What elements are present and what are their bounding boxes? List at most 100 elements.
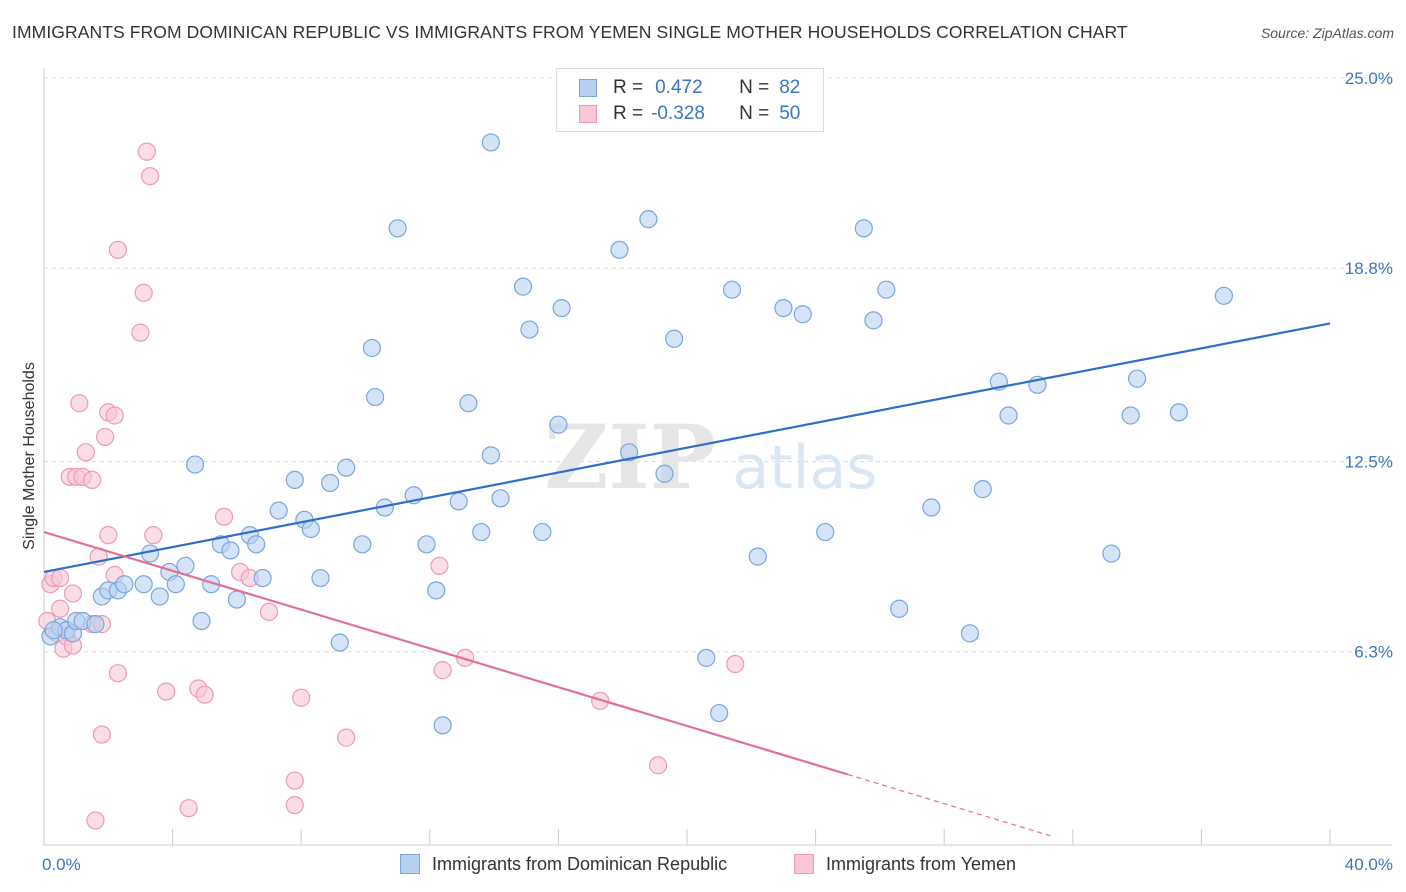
axes <box>43 68 1392 846</box>
y-tick-label: 25.0% <box>1345 69 1393 88</box>
yemen-point <box>285 771 304 790</box>
dominican-point <box>362 338 382 358</box>
chart-title: IMMIGRANTS FROM DOMINICAN REPUBLIC VS IM… <box>12 22 1128 42</box>
dominican-point <box>353 535 372 554</box>
dominican-point <box>427 581 446 600</box>
dominican-point <box>134 575 153 594</box>
dominican-point <box>388 219 407 238</box>
dominican-point <box>1102 544 1121 563</box>
yemen-point <box>179 799 198 818</box>
dominican-point <box>1121 406 1140 425</box>
dominican-point <box>999 406 1018 425</box>
y-tick-label: 12.5% <box>1345 453 1393 472</box>
dominican-point <box>269 501 288 520</box>
yemen-point <box>157 682 176 701</box>
yemen-point <box>108 664 128 683</box>
yemen-trend-extension <box>847 773 1051 837</box>
source-label: Source: ZipAtlas.com <box>1260 25 1394 41</box>
yemen-point <box>83 470 102 490</box>
dominican-point <box>176 556 195 575</box>
yemen-point <box>456 648 475 667</box>
dominican-point <box>192 611 211 631</box>
yemen-point <box>95 427 115 447</box>
legend-row-dominican: R = 0.472 N = 82 <box>579 77 800 99</box>
yemen-point <box>140 167 160 186</box>
dominican-point <box>285 470 304 490</box>
series-swatch-dominican <box>400 854 420 874</box>
dominican-point <box>86 615 105 634</box>
stats-legend: R = 0.472 N = 82 R = -0.328 N = 50 <box>556 68 824 132</box>
dominican-point <box>433 716 452 735</box>
dominican-point <box>1169 403 1188 422</box>
dominican-point <box>793 305 812 324</box>
legend-r-label: R = <box>613 77 644 98</box>
y-tick-label: 18.8% <box>1345 259 1393 278</box>
yemen-point <box>63 584 83 603</box>
dominican-point <box>552 299 571 318</box>
dominican-point <box>513 277 533 296</box>
yemen-point <box>108 240 128 259</box>
legend-n-value: 50 <box>779 103 801 124</box>
dominican-point <box>115 575 134 594</box>
dominican-point <box>890 599 909 618</box>
x-tick-labels: 0.0% 40.0% <box>42 855 1393 874</box>
yemen-point <box>50 599 70 618</box>
dominican-point <box>854 219 873 238</box>
dominican-point <box>459 394 478 413</box>
yemen-point <box>134 283 153 302</box>
dominican-point <box>366 387 385 407</box>
dominican-point <box>877 280 896 299</box>
dominican-point <box>330 633 349 652</box>
yemen-point <box>50 568 70 588</box>
dominican-point <box>186 455 205 474</box>
series-legend-yemen: Immigrants from Yemen <box>794 852 1016 876</box>
legend-swatch-dominican <box>579 79 597 97</box>
legend-r-label: R = <box>613 103 644 124</box>
dominican-point <box>166 575 185 594</box>
dominican-point <box>864 311 883 330</box>
dominican-point <box>520 320 539 339</box>
watermark-atlas: atlas <box>733 433 878 503</box>
series-name-dominican: Immigrants from Dominican Republic <box>432 853 728 874</box>
dominican-trend-line <box>43 322 1331 574</box>
dominican-point <box>337 458 356 477</box>
dominican-point <box>417 535 436 554</box>
series-swatch-yemen <box>794 854 814 874</box>
dominican-point <box>665 329 684 348</box>
dominican-point <box>449 492 468 511</box>
dominican-point <box>697 648 716 667</box>
series-legend-dominican: Immigrants from Dominican Republic <box>400 852 727 876</box>
yemen-point <box>292 688 311 707</box>
y-tick-labels: 6.3% 12.5% 18.8% 25.0% <box>1345 69 1393 662</box>
dominican-point <box>620 443 639 462</box>
yemen-point <box>99 526 118 545</box>
yemen-point <box>92 725 111 744</box>
yemen-point <box>433 661 452 680</box>
dominican-point <box>1214 286 1234 305</box>
grid-lines <box>44 77 1392 653</box>
dominican-point <box>247 535 266 554</box>
yemen-point <box>337 728 356 747</box>
legend-n-label: N = <box>739 77 770 98</box>
dominican-point <box>973 480 992 499</box>
dominican-point <box>610 240 629 259</box>
dominican-point <box>655 464 674 483</box>
dominican-point <box>816 522 835 542</box>
dominican-point <box>472 522 491 542</box>
dominican-point <box>549 415 568 434</box>
yemen-point <box>726 654 745 674</box>
legend-r-value: 0.472 <box>655 77 703 98</box>
dominican-point <box>481 446 500 465</box>
dominican-point <box>922 498 941 517</box>
dominican-points <box>41 133 1234 735</box>
dominican-point <box>253 568 272 588</box>
legend-r-value: -0.328 <box>651 103 705 124</box>
dominican-point <box>44 621 63 640</box>
yemen-point <box>137 142 156 161</box>
dominican-point <box>221 541 240 560</box>
legend-n-label: N = <box>739 103 770 124</box>
dominican-point <box>533 522 552 542</box>
dominican-point <box>774 299 793 318</box>
yemen-point <box>214 507 234 526</box>
